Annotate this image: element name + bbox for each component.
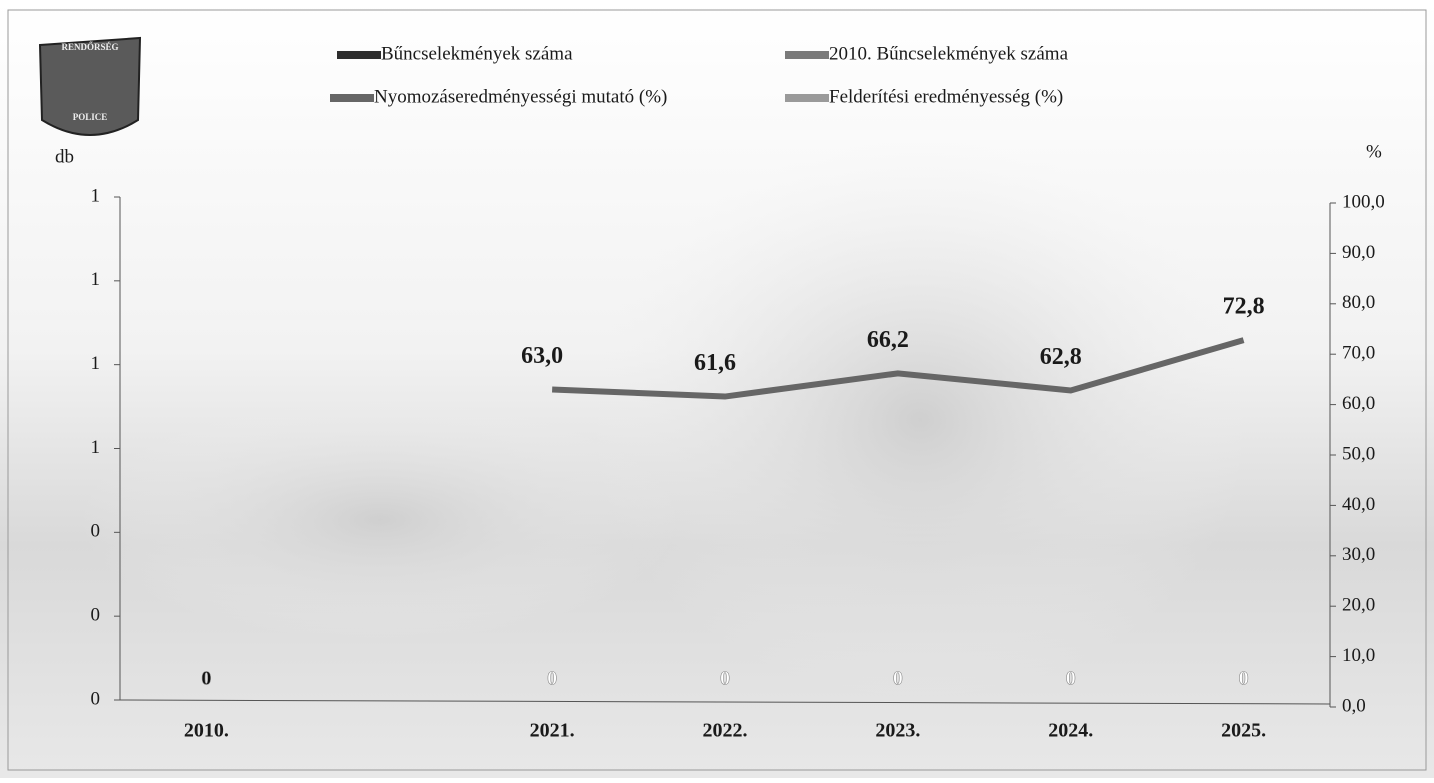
data-label: 62,8 [1040, 344, 1082, 370]
x-tick-label: 2021. [530, 720, 575, 742]
y-tick-label: 0 [91, 521, 101, 542]
legend-swatch [785, 94, 829, 102]
x-axis [119, 699, 1331, 705]
data-label: 72,8 [1223, 294, 1265, 320]
data-label: 0 [720, 668, 730, 690]
y2-tick-label: 80,0 [1342, 292, 1375, 313]
x-tick-label: 2023. [875, 720, 920, 742]
y2-axis-title: % [1366, 141, 1382, 162]
y2-tick-label: 40,0 [1342, 494, 1375, 515]
data-label: 0 [1239, 668, 1249, 690]
data-label: 63,0 [521, 343, 563, 369]
legend-swatch [337, 51, 381, 59]
logo-text: POLICE [73, 112, 108, 122]
y2-tick-label: 60,0 [1342, 393, 1375, 414]
y-tick-label: 1 [91, 185, 101, 206]
legend-swatch [330, 94, 374, 102]
data-label: 0 [547, 668, 557, 690]
y-tick-label: 1 [91, 437, 101, 458]
legend-label: Bűncselekmények száma [381, 43, 573, 64]
logo-text: RENDŐRSÉG [61, 42, 118, 52]
y2-tick-label: 90,0 [1342, 242, 1375, 263]
legend-label: Nyomozáseredményességi mutató (%) [374, 86, 667, 107]
data-label: 0 [201, 668, 211, 690]
y-axis-title: db [55, 146, 74, 167]
data-label: 66,2 [867, 327, 909, 353]
line [552, 337, 1245, 400]
logo-shield [38, 36, 142, 136]
x-tick-label: 2024. [1048, 720, 1093, 742]
y-tick-label: 0 [91, 688, 101, 709]
y2-tick-label: 10,0 [1342, 645, 1375, 666]
legend-label: Felderítési eredményesség (%) [829, 86, 1063, 107]
y-tick-label: 1 [91, 353, 101, 374]
legend-label: 2010. Bűncselekmények száma [829, 43, 1069, 64]
x-tick-label: 2010. [184, 720, 229, 742]
x-tick-label: 2025. [1221, 720, 1266, 742]
frame [7, 9, 1427, 771]
building-backdrop [590, 140, 1250, 700]
y2-tick-label: 30,0 [1342, 544, 1375, 565]
y2-tick-label: 100,0 [1342, 191, 1385, 212]
logo: RENDŐRSÉG POLICE [38, 36, 142, 136]
y2-tick-label: 50,0 [1342, 443, 1375, 464]
legend-swatch [785, 51, 829, 59]
data-label: 0 [1066, 668, 1076, 690]
y2-tick-label: 20,0 [1342, 595, 1375, 616]
data-label: 0 [893, 668, 903, 690]
data-label: 61,6 [694, 350, 736, 376]
building-backdrop [80, 400, 680, 640]
y-tick-label: 0 [91, 605, 101, 626]
y2-tick-label: 70,0 [1342, 343, 1375, 364]
y-tick-label: 1 [91, 269, 101, 290]
x-tick-label: 2022. [703, 720, 748, 742]
y2-tick-label: 0,0 [1342, 695, 1366, 716]
